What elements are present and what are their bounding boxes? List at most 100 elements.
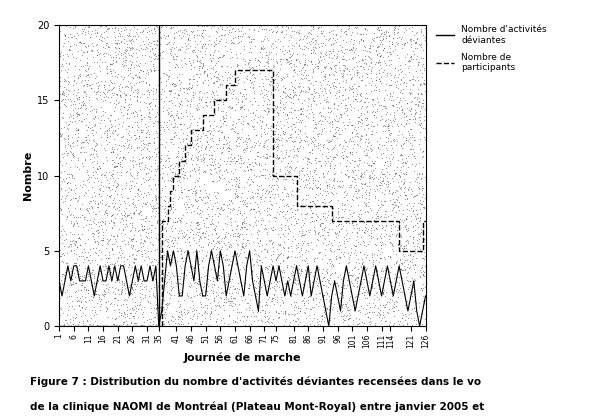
Point <box>121 221 131 227</box>
Point <box>139 40 149 47</box>
Point <box>121 56 130 63</box>
Point <box>239 184 248 190</box>
Point <box>160 256 169 263</box>
Point <box>263 62 272 69</box>
Point <box>67 171 77 178</box>
Point <box>105 194 115 201</box>
Point <box>176 125 186 132</box>
Point <box>83 290 92 296</box>
Point <box>284 153 294 160</box>
Point <box>214 33 223 39</box>
Point <box>272 136 281 143</box>
Point <box>129 235 138 242</box>
Point <box>361 200 370 207</box>
Point <box>205 277 215 283</box>
Point <box>281 84 290 91</box>
Point <box>158 48 168 54</box>
Point <box>401 136 411 143</box>
Point <box>385 127 394 133</box>
Point <box>121 25 131 32</box>
Point <box>199 283 209 290</box>
Point <box>167 174 177 181</box>
Point <box>230 301 239 308</box>
Point <box>198 45 207 51</box>
Point <box>354 320 363 326</box>
Point <box>258 45 267 51</box>
Point <box>275 56 285 63</box>
Point <box>352 229 362 236</box>
Point <box>135 240 145 246</box>
Point <box>282 264 292 270</box>
Point <box>342 71 352 77</box>
Point <box>335 183 344 190</box>
Point <box>239 148 249 155</box>
Point <box>129 259 138 265</box>
Point <box>261 278 270 285</box>
Point <box>122 307 132 314</box>
Point <box>230 69 239 76</box>
Point <box>244 25 254 32</box>
Point <box>356 234 366 241</box>
Point <box>229 154 239 161</box>
Point <box>125 96 135 103</box>
Point <box>233 229 243 236</box>
Point <box>353 201 362 208</box>
Point <box>391 199 400 205</box>
Point <box>283 153 293 160</box>
Point <box>292 266 301 273</box>
Point <box>230 233 239 240</box>
Point <box>235 225 245 232</box>
Point <box>66 47 75 54</box>
Point <box>125 43 134 50</box>
Point <box>332 124 341 130</box>
Point <box>269 106 278 113</box>
Point <box>248 101 257 107</box>
Point <box>165 73 174 79</box>
Point <box>210 111 220 118</box>
Point <box>86 278 96 285</box>
Point <box>274 230 283 237</box>
Point <box>226 146 236 153</box>
Point <box>161 94 171 100</box>
Point <box>351 96 361 103</box>
Point <box>256 221 265 228</box>
Point <box>305 159 314 166</box>
Point <box>68 223 77 230</box>
Point <box>389 23 399 30</box>
Point <box>290 127 300 134</box>
Point <box>291 277 300 284</box>
Point <box>410 94 420 100</box>
Point <box>59 243 69 250</box>
Point <box>245 134 254 141</box>
Point <box>200 187 210 194</box>
Point <box>183 151 193 158</box>
Point <box>369 171 379 178</box>
Point <box>269 279 278 285</box>
Point <box>228 204 238 211</box>
Point <box>240 197 249 204</box>
Point <box>343 250 353 256</box>
Point <box>263 189 272 196</box>
Point <box>318 213 327 219</box>
Point <box>255 262 264 268</box>
Point <box>410 101 420 108</box>
Point <box>246 320 256 327</box>
Point <box>326 263 336 270</box>
Point <box>317 322 326 329</box>
Point <box>324 54 333 61</box>
Point <box>363 27 372 33</box>
Point <box>187 140 196 147</box>
Point <box>78 224 87 231</box>
Point <box>210 72 219 79</box>
Point <box>189 302 198 308</box>
Point <box>368 214 377 220</box>
Point <box>245 206 255 213</box>
Point <box>113 275 122 282</box>
Point <box>111 273 120 280</box>
Point <box>346 46 356 52</box>
Point <box>80 181 90 188</box>
Point <box>316 313 325 319</box>
Point <box>406 90 415 97</box>
Point <box>321 278 330 284</box>
Point <box>104 138 113 145</box>
